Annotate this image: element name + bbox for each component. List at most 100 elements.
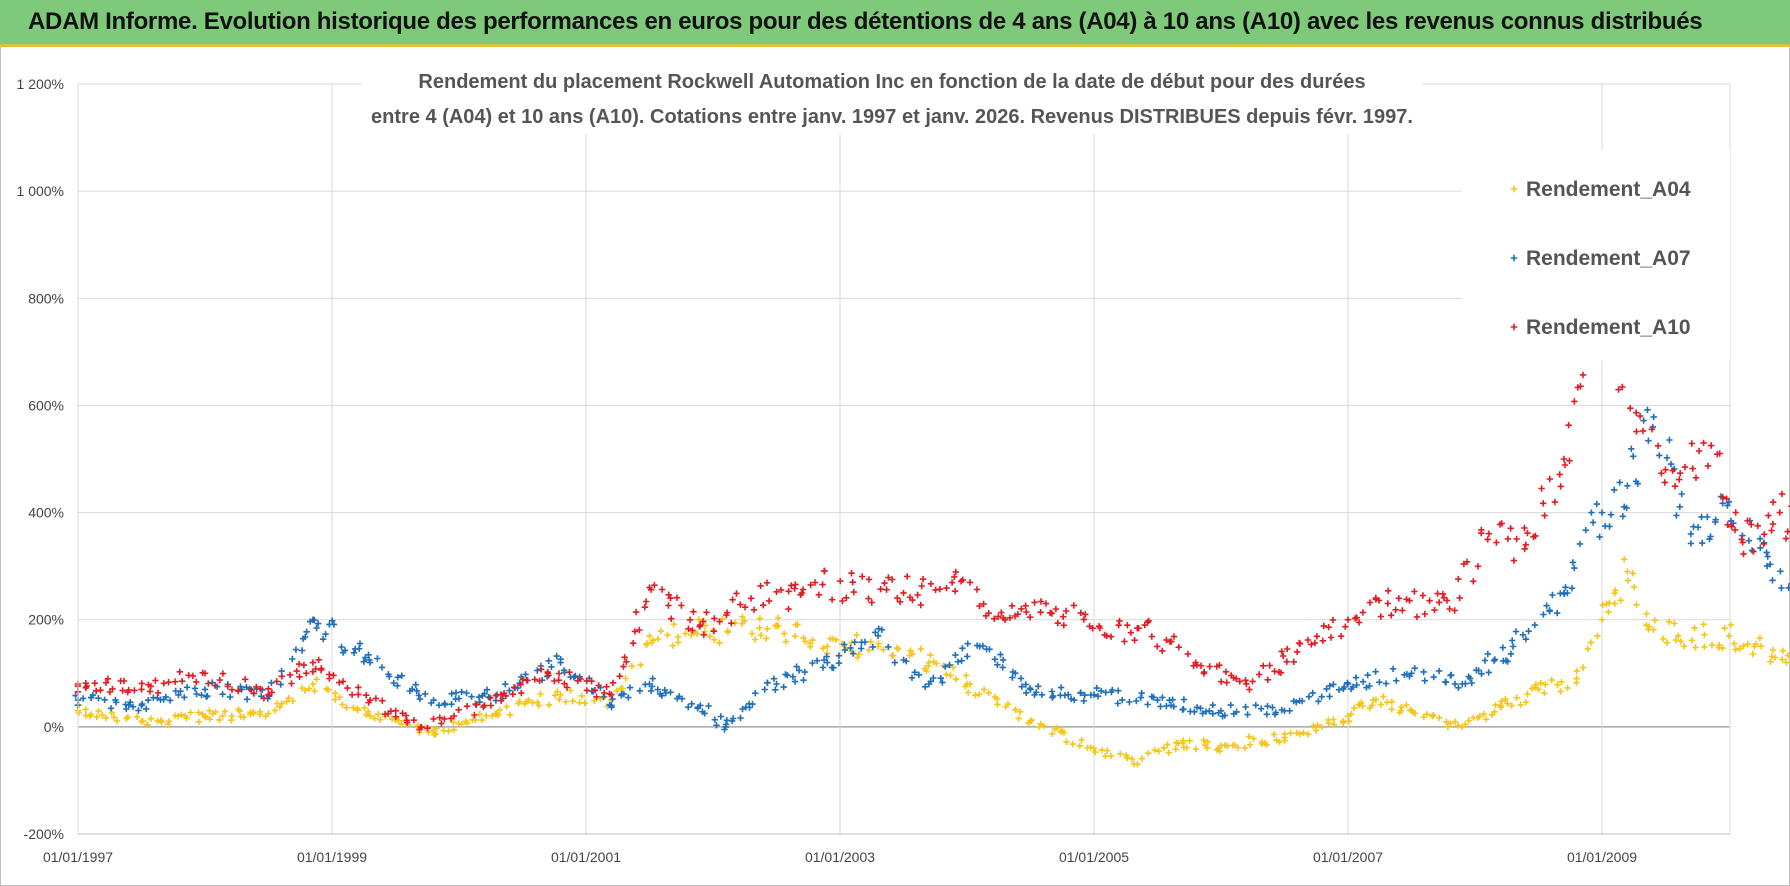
data-point	[1436, 714, 1443, 721]
data-point	[339, 678, 347, 685]
data-point	[1151, 746, 1158, 754]
y-tick-label: 1 000%	[17, 183, 64, 199]
data-point	[823, 653, 830, 660]
data-point	[1145, 617, 1152, 624]
data-point	[365, 699, 372, 706]
data-point	[1738, 536, 1745, 543]
data-point	[1276, 738, 1283, 746]
data-point	[256, 708, 264, 715]
data-point	[1216, 748, 1223, 755]
data-point	[828, 596, 836, 603]
data-point	[747, 595, 755, 602]
data-point	[463, 703, 471, 710]
data-point	[1522, 636, 1530, 643]
data-point	[198, 692, 205, 699]
data-point	[450, 719, 457, 726]
data-point	[674, 633, 682, 641]
data-point	[1782, 535, 1790, 542]
data-point	[591, 697, 598, 705]
data-point	[1180, 737, 1187, 744]
data-point	[1266, 662, 1273, 669]
data-point	[583, 687, 591, 694]
data-point	[1038, 691, 1046, 698]
data-point	[206, 707, 213, 714]
data-point	[1543, 602, 1550, 609]
data-point	[630, 640, 637, 647]
data-point	[525, 697, 532, 704]
data-point	[620, 663, 627, 670]
data-point	[1490, 657, 1498, 664]
data-point	[226, 693, 234, 701]
data-point	[918, 582, 925, 590]
data-point	[636, 687, 644, 694]
data-point	[710, 628, 718, 635]
data-point	[95, 707, 102, 715]
data-point	[1687, 530, 1695, 538]
data-point	[1049, 692, 1057, 700]
data-point	[752, 690, 759, 697]
data-point	[761, 686, 768, 693]
y-tick-label: -200%	[24, 826, 64, 842]
data-point	[250, 690, 258, 697]
data-point	[749, 700, 756, 708]
data-point	[1223, 679, 1230, 686]
data-point	[889, 576, 896, 583]
data-point	[1060, 622, 1067, 629]
data-point	[895, 645, 902, 653]
data-point	[903, 658, 910, 665]
data-point	[1756, 635, 1764, 642]
data-point	[413, 687, 420, 694]
data-point	[1215, 709, 1222, 716]
data-point	[654, 635, 662, 643]
legend-marker	[1510, 323, 1518, 331]
data-point	[1732, 509, 1739, 516]
data-point	[265, 685, 272, 692]
data-point	[1218, 678, 1225, 685]
data-point	[1107, 752, 1115, 760]
data-point	[1616, 479, 1623, 486]
data-point	[609, 695, 616, 703]
y-tick-label: 800%	[28, 290, 64, 306]
data-point	[243, 696, 251, 703]
data-point	[1269, 704, 1276, 711]
data-point	[985, 689, 992, 697]
data-point	[1473, 667, 1480, 674]
data-point	[561, 680, 568, 687]
data-point	[908, 674, 916, 681]
data-point	[900, 589, 907, 597]
data-point	[238, 686, 245, 693]
data-point	[416, 695, 424, 703]
data-point	[917, 645, 924, 653]
data-point	[395, 717, 402, 724]
data-point	[556, 696, 563, 703]
data-point	[1524, 529, 1531, 537]
data-point	[221, 708, 229, 715]
data-point	[682, 630, 689, 637]
data-point	[757, 632, 765, 639]
data-point	[1509, 643, 1517, 650]
data-point	[909, 650, 916, 657]
data-point	[448, 690, 455, 697]
data-point	[183, 684, 191, 691]
data-point	[138, 686, 145, 693]
data-point	[1633, 409, 1640, 416]
data-point	[1326, 693, 1333, 700]
data-point	[917, 601, 924, 609]
data-point	[199, 711, 206, 718]
data-point	[1736, 645, 1743, 652]
data-point	[1569, 559, 1577, 566]
data-point	[201, 686, 209, 693]
data-point	[1004, 700, 1012, 708]
data-point	[101, 696, 108, 703]
data-point	[330, 672, 337, 679]
data-point	[721, 726, 728, 733]
data-point	[1491, 656, 1499, 663]
data-point	[1022, 602, 1029, 609]
data-point	[398, 672, 405, 679]
data-point	[1663, 454, 1671, 461]
data-point	[998, 609, 1005, 616]
data-point	[1060, 613, 1067, 620]
data-point	[228, 717, 235, 724]
data-point	[859, 573, 866, 580]
